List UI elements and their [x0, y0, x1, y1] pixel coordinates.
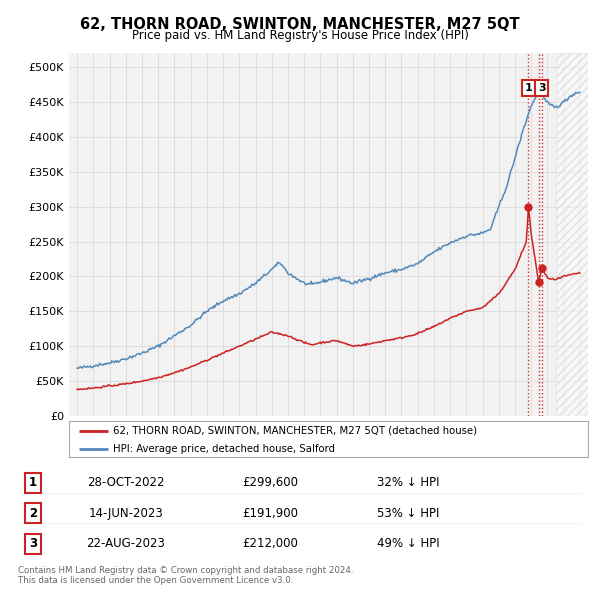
Text: 49% ↓ HPI: 49% ↓ HPI [377, 537, 439, 550]
Text: Price paid vs. HM Land Registry's House Price Index (HPI): Price paid vs. HM Land Registry's House … [131, 30, 469, 42]
Text: 1: 1 [29, 476, 37, 489]
Text: 3: 3 [29, 537, 37, 550]
Bar [556, 53, 588, 416]
Text: HPI: Average price, detached house, Salford: HPI: Average price, detached house, Salf… [113, 444, 335, 454]
Text: 3: 3 [538, 83, 545, 93]
Text: £299,600: £299,600 [242, 476, 298, 489]
Text: 28-OCT-2022: 28-OCT-2022 [87, 476, 165, 489]
Text: 22-AUG-2023: 22-AUG-2023 [86, 537, 166, 550]
Text: 53% ↓ HPI: 53% ↓ HPI [377, 507, 439, 520]
Text: 62, THORN ROAD, SWINTON, MANCHESTER, M27 5QT: 62, THORN ROAD, SWINTON, MANCHESTER, M27… [80, 17, 520, 31]
Text: 62, THORN ROAD, SWINTON, MANCHESTER, M27 5QT (detached house): 62, THORN ROAD, SWINTON, MANCHESTER, M27… [113, 426, 477, 436]
Text: 14-JUN-2023: 14-JUN-2023 [89, 507, 163, 520]
Text: Contains HM Land Registry data © Crown copyright and database right 2024.
This d: Contains HM Land Registry data © Crown c… [18, 566, 353, 585]
Text: 32% ↓ HPI: 32% ↓ HPI [377, 476, 439, 489]
Text: £212,000: £212,000 [242, 537, 298, 550]
Text: £191,900: £191,900 [242, 507, 298, 520]
Text: 2: 2 [29, 507, 37, 520]
Text: 1: 1 [524, 83, 532, 93]
